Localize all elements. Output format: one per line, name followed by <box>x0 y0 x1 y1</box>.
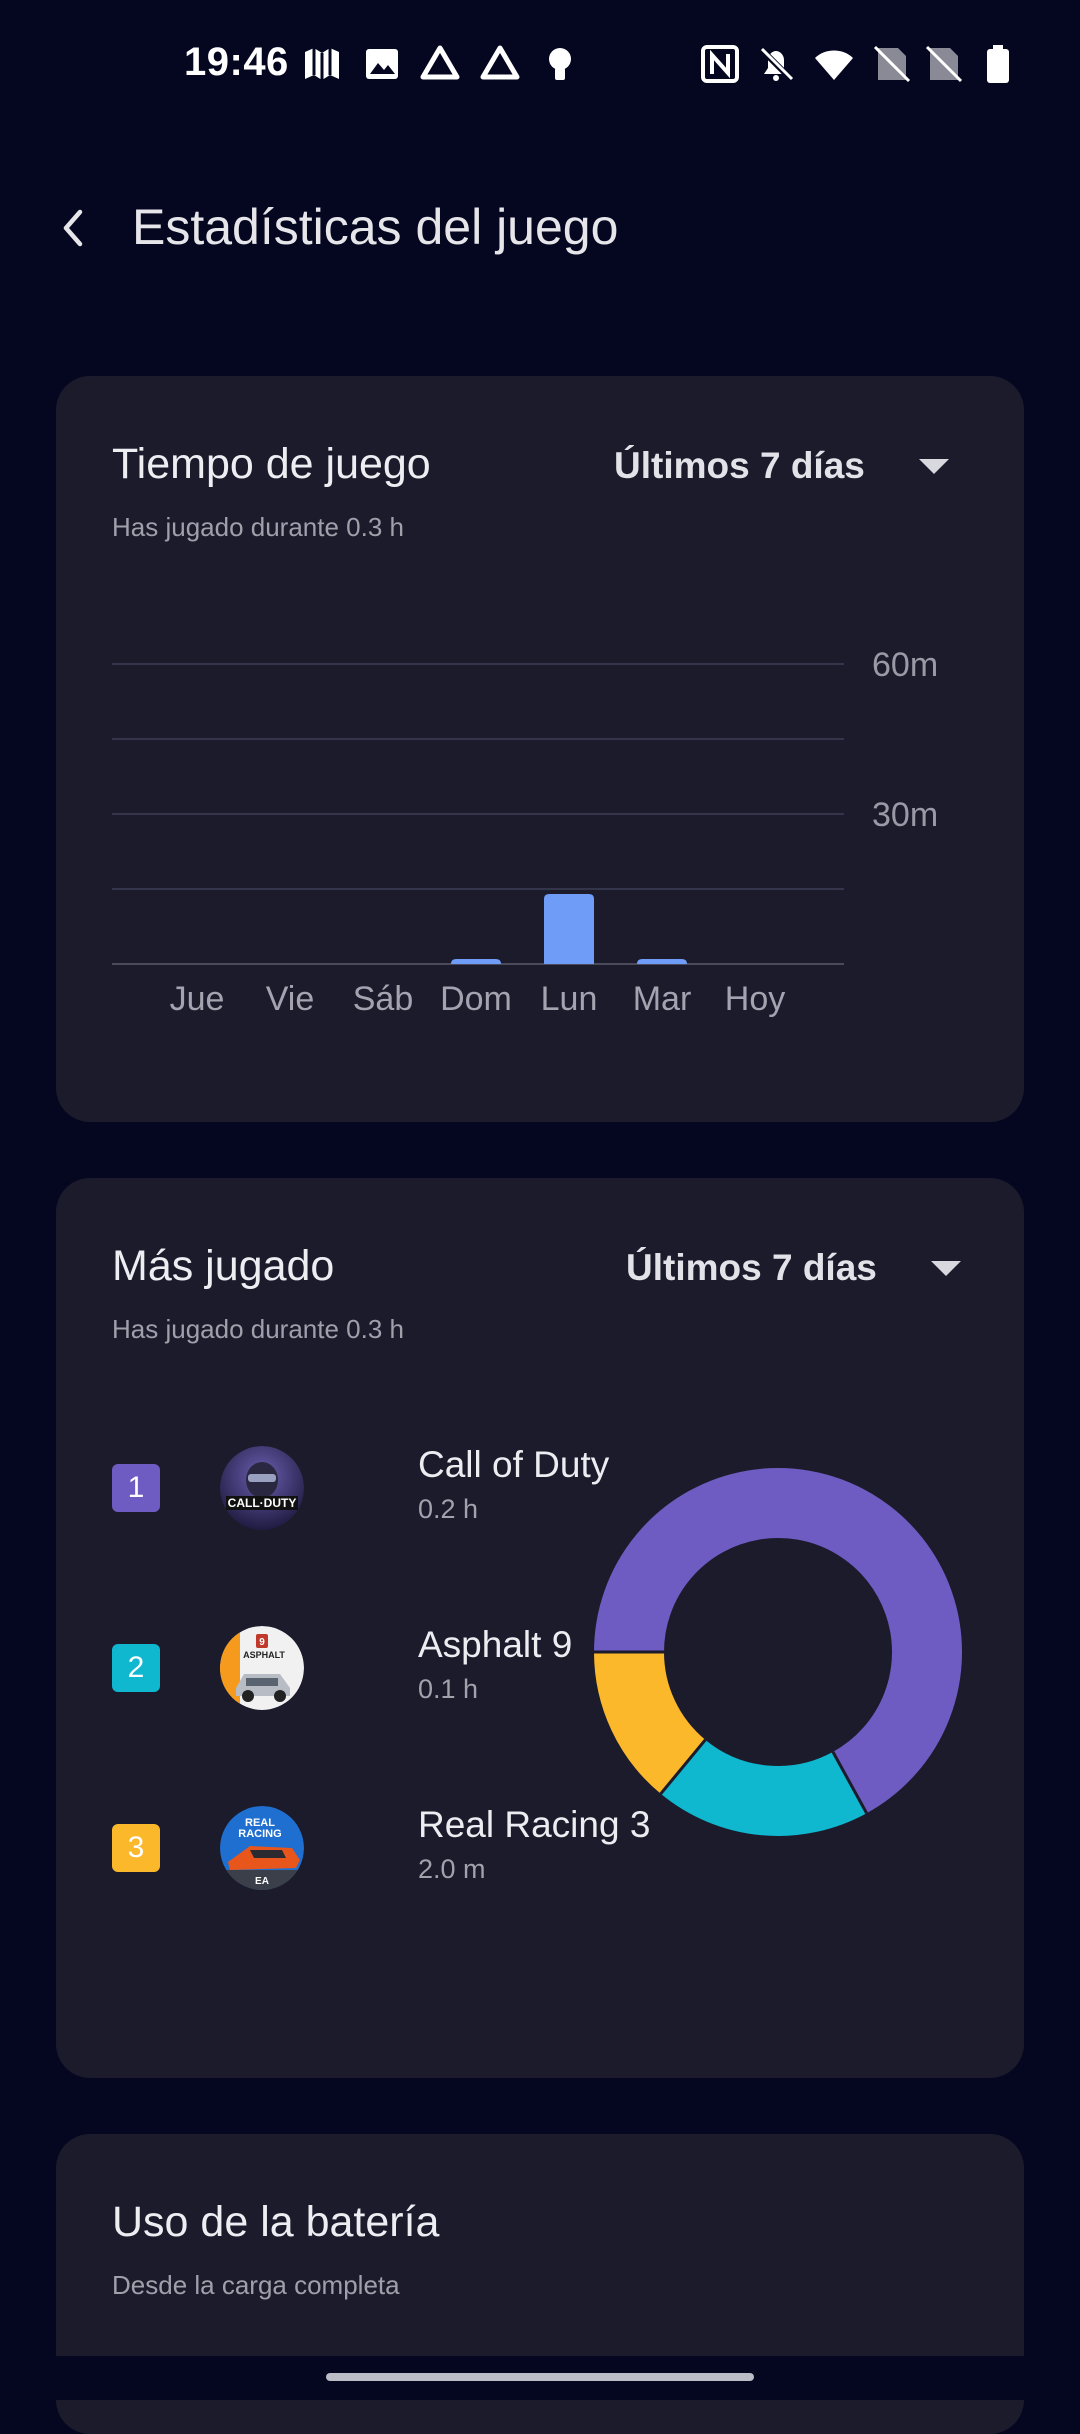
wifi-icon <box>815 50 853 80</box>
svg-text:9: 9 <box>259 1637 265 1648</box>
playtime-range-dropdown[interactable]: Últimos 7 días <box>614 436 949 496</box>
list-item[interactable]: 3 REAL RACING EA Real Racing 3 2.0 m <box>112 1802 650 1892</box>
bar-Lun <box>544 894 594 964</box>
drive-icon <box>480 45 520 80</box>
status-time: 19:46 <box>184 40 289 84</box>
playtime-title: Tiempo de juego <box>112 440 431 488</box>
rank-badge: 1 <box>112 1464 160 1512</box>
chevron-down-icon <box>930 1260 961 1276</box>
battery-title: Uso de la batería <box>112 2198 440 2246</box>
donut-separator <box>831 1751 868 1814</box>
page-title: Estadísticas del juego <box>132 199 619 255</box>
game-name: Asphalt 9 <box>418 1624 573 1665</box>
range-label: Últimos 7 días <box>626 1247 877 1288</box>
battery-subtitle: Desde la carga completa <box>112 2270 400 2300</box>
y-tick-label: 60m <box>872 646 938 684</box>
donut-slice-1 <box>594 1468 962 1814</box>
app-header: Estadísticas del juego <box>0 180 1080 280</box>
svg-text:CALL·DUTY: CALL·DUTY <box>228 1496 297 1510</box>
list-item[interactable]: 2 9 ASPHALT Asphalt 9 0.1 h <box>112 1622 632 1712</box>
svg-text:EA: EA <box>255 1876 269 1887</box>
playtime-bar-chart: 30m 60m Jue Vie Sáb Dom Lun Mar Hoy <box>112 646 938 1018</box>
game-time: 0.2 h <box>418 1494 479 1524</box>
call-of-duty-icon: CALL·DUTY <box>220 1446 304 1530</box>
most-played-title: Más jugado <box>112 1242 335 1290</box>
home-indicator[interactable] <box>326 2373 754 2381</box>
real-racing-3-icon: REAL RACING EA <box>220 1806 304 1890</box>
game-name: Real Racing 3 <box>418 1804 651 1845</box>
no-sim-icon <box>925 45 963 83</box>
x-tick-label: Hoy <box>725 980 785 1018</box>
game-name: Call of Duty <box>418 1444 610 1485</box>
maps-icon <box>305 48 339 80</box>
no-sim-icon <box>873 45 911 83</box>
list-item[interactable]: 1 CALL·DUTY Call of Duty 0.2 h <box>112 1442 632 1532</box>
drive-icon <box>420 45 460 80</box>
playtime-subtitle: Has jugado durante 0.3 h <box>112 512 404 542</box>
gallery-icon <box>366 49 398 79</box>
y-tick-label: 30m <box>872 796 938 834</box>
rank-badge: 2 <box>112 1644 160 1692</box>
x-tick-label: Mar <box>633 980 692 1018</box>
range-label: Últimos 7 días <box>614 445 865 486</box>
chevron-down-icon <box>918 458 949 474</box>
x-tick-label: Jue <box>170 980 225 1018</box>
svg-text:RACING: RACING <box>238 1828 281 1840</box>
status-bar: 19:46 <box>0 0 1080 130</box>
back-arrow-icon[interactable] <box>46 200 102 256</box>
game-time: 0.1 h <box>418 1674 479 1704</box>
game-time: 2.0 m <box>418 1854 486 1884</box>
rank-badge: 3 <box>112 1824 160 1872</box>
bar-Mar <box>637 959 687 964</box>
svg-text:ASPHALT: ASPHALT <box>243 1650 285 1660</box>
most-played-range-dropdown[interactable]: Últimos 7 días <box>626 1238 961 1298</box>
asphalt-9-icon: 9 ASPHALT <box>220 1626 304 1710</box>
svg-text:REAL: REAL <box>245 1817 275 1829</box>
playtime-card: Tiempo de juego Has jugado durante 0.3 h… <box>56 376 1024 1122</box>
donut-slice-2 <box>660 1739 867 1836</box>
bell-off-icon <box>758 46 794 82</box>
most-played-card: Más jugado Has jugado durante 0.3 h Últi… <box>56 1178 1024 2078</box>
x-tick-label: Lun <box>541 980 598 1018</box>
battery-icon <box>987 45 1009 83</box>
bar-Dom <box>451 959 501 964</box>
x-tick-label: Dom <box>440 980 512 1018</box>
donut-slice-3 <box>594 1650 707 1794</box>
x-tick-label: Sáb <box>353 980 414 1018</box>
x-tick-label: Vie <box>266 980 315 1018</box>
most-played-subtitle: Has jugado durante 0.3 h <box>112 1314 404 1344</box>
nfc-icon <box>701 45 739 83</box>
bulb-icon <box>549 48 571 80</box>
donut-separator <box>659 1738 707 1795</box>
